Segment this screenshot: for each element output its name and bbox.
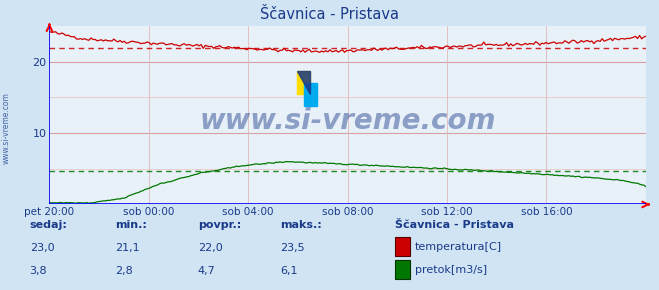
- Text: sedaj:: sedaj:: [30, 220, 67, 230]
- Text: maks.:: maks.:: [280, 220, 322, 230]
- Text: 22,0: 22,0: [198, 243, 223, 253]
- Text: temperatura[C]: temperatura[C]: [415, 242, 502, 252]
- Bar: [297, 71, 310, 94]
- Bar: [304, 83, 317, 106]
- Text: Ščavnica - Pristava: Ščavnica - Pristava: [395, 220, 515, 230]
- Text: 23,0: 23,0: [30, 243, 54, 253]
- Text: 6,1: 6,1: [280, 266, 298, 276]
- Text: www.si-vreme.com: www.si-vreme.com: [200, 107, 496, 135]
- Text: www.si-vreme.com: www.si-vreme.com: [2, 92, 11, 164]
- Text: 2,8: 2,8: [115, 266, 133, 276]
- Text: 3,8: 3,8: [30, 266, 47, 276]
- Text: min.:: min.:: [115, 220, 147, 230]
- Text: 23,5: 23,5: [280, 243, 304, 253]
- Text: 4,7: 4,7: [198, 266, 215, 276]
- Polygon shape: [297, 71, 310, 94]
- Text: povpr.:: povpr.:: [198, 220, 241, 230]
- Text: pretok[m3/s]: pretok[m3/s]: [415, 265, 487, 275]
- Text: 21,1: 21,1: [115, 243, 140, 253]
- Text: Ščavnica - Pristava: Ščavnica - Pristava: [260, 7, 399, 22]
